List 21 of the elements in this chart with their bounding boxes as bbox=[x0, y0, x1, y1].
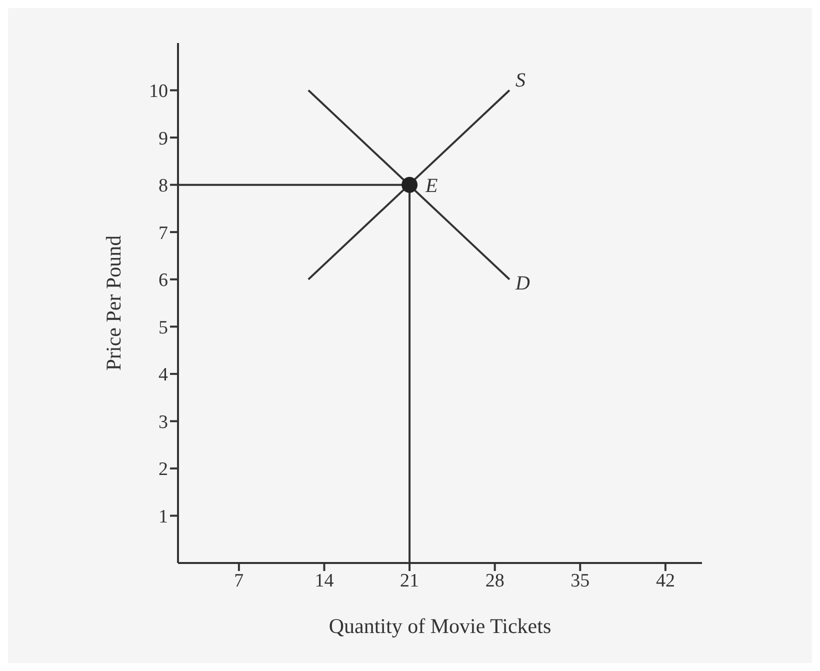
y-tick-label: 1 bbox=[158, 506, 168, 528]
y-tick-label: 7 bbox=[158, 222, 168, 244]
x-tick-label: 28 bbox=[485, 570, 504, 592]
x-tick-label: 7 bbox=[234, 570, 244, 592]
series-label: S bbox=[515, 69, 526, 92]
y-tick-label: 4 bbox=[158, 364, 168, 386]
x-tick-label: 21 bbox=[400, 570, 420, 592]
y-tick-label: 8 bbox=[158, 176, 168, 197]
x-axis-title: Quantity of Movie Tickets bbox=[328, 614, 552, 638]
y-tick-label: 5 bbox=[158, 317, 168, 338]
y-tick-label: 2 bbox=[158, 459, 168, 480]
x-tick-label: 14 bbox=[314, 570, 334, 592]
y-tick-label: 3 bbox=[158, 412, 168, 433]
series-label: E bbox=[424, 174, 438, 197]
y-tick-label: 10 bbox=[149, 81, 168, 102]
series-label: D bbox=[514, 272, 530, 294]
y-tick-label: 9 bbox=[158, 128, 168, 150]
y-tick-label: 6 bbox=[158, 270, 168, 292]
y-axis-title: Price Per Pound bbox=[101, 234, 126, 371]
x-tick-label: 42 bbox=[656, 570, 675, 592]
x-tick-label: 35 bbox=[570, 570, 590, 592]
